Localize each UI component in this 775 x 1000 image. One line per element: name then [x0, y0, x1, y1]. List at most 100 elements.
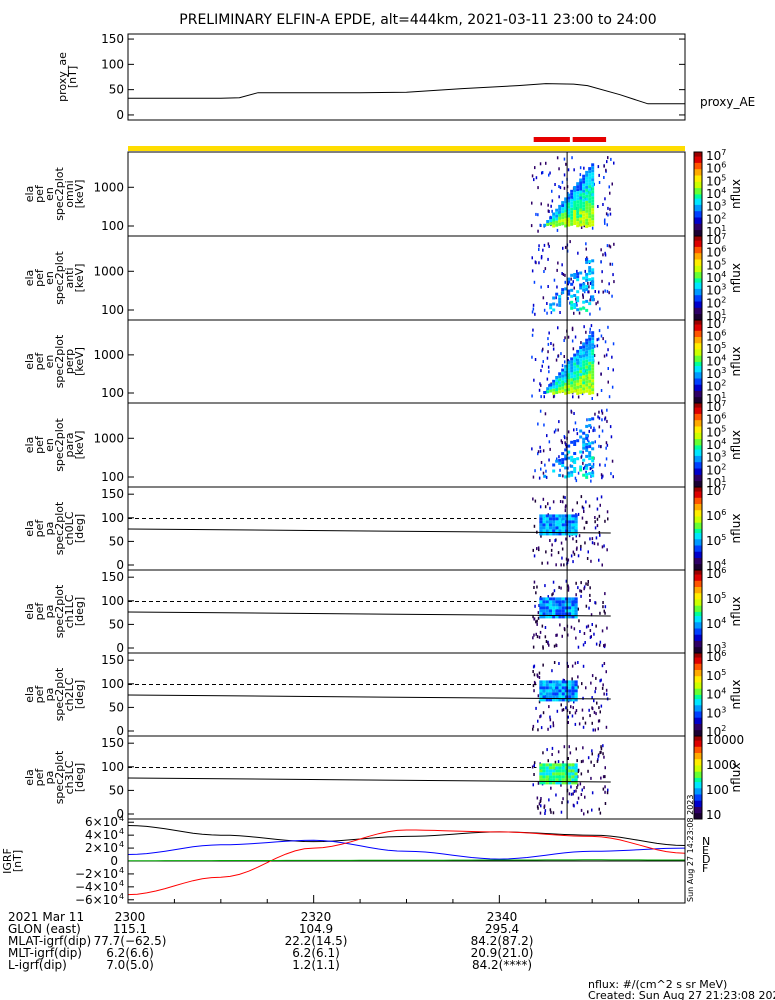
flux-pixel — [601, 686, 604, 690]
flux-pixel — [552, 763, 556, 767]
flux-pixel — [579, 184, 583, 188]
flux-pixel — [557, 261, 559, 265]
flux-pixel — [552, 382, 556, 386]
flux-pixel — [608, 291, 610, 295]
flux-pixel — [575, 428, 578, 431]
flux-pixel — [539, 769, 543, 773]
flux-pixel — [552, 221, 556, 225]
colorbar-segment — [694, 553, 702, 556]
colorbar-segment — [694, 682, 702, 685]
flux-pixel — [553, 589, 556, 593]
flux-pixel — [573, 204, 577, 207]
flux-pixel — [589, 467, 592, 471]
flux-pixel — [591, 674, 594, 678]
flux-pixel — [549, 383, 553, 387]
flux-pixel — [561, 389, 565, 393]
flux-pixel — [555, 529, 559, 533]
flux-pixel — [591, 175, 595, 179]
flux-pixel — [577, 586, 579, 590]
colorbar-tick-exp: 2 — [721, 724, 726, 733]
flux-pixel — [548, 772, 553, 776]
flux-pixel — [533, 761, 536, 765]
flux-pixel — [539, 409, 542, 413]
flux-pixel — [582, 450, 584, 454]
flux-pixel — [581, 516, 584, 520]
flux-pixel — [582, 372, 586, 376]
colorbar-tick-exp: 6 — [721, 245, 726, 254]
spectrogram-panel-4: 1001000elapefenspec2plotpara[keV]1011021… — [23, 399, 743, 490]
flux-pixel — [596, 338, 598, 342]
flux-pixel — [564, 221, 568, 225]
flux-pixel — [583, 587, 585, 591]
flux-pixel — [552, 606, 556, 610]
flux-pixel — [545, 532, 549, 536]
flux-pixel — [532, 636, 534, 640]
flux-pixel — [570, 705, 572, 709]
flux-pixel — [555, 214, 559, 218]
flux-pixel — [555, 428, 557, 432]
colorbar-segment — [694, 536, 702, 540]
flux-pixel — [609, 262, 611, 266]
flux-pixel — [561, 615, 565, 619]
colorbar-segment — [694, 409, 702, 412]
flux-pixel — [549, 386, 553, 390]
colorbar-segment — [694, 646, 702, 650]
flux-pixel — [600, 334, 603, 338]
flux-pixel — [591, 277, 595, 281]
flux-pixel — [572, 560, 574, 564]
flux-pixel — [539, 603, 543, 607]
flux-pixel — [568, 698, 572, 702]
flux-pixel — [577, 675, 579, 679]
flux-pixel — [548, 643, 550, 647]
state-bar — [128, 146, 685, 151]
flux-pixel — [568, 769, 572, 773]
flux-pixel — [533, 280, 536, 284]
flux-pixel — [552, 683, 556, 687]
flux-pixel — [539, 532, 543, 536]
flux-pixel — [595, 536, 598, 540]
ytick-label: 150 — [101, 487, 124, 501]
flux-pixel — [571, 769, 575, 773]
flux-pixel — [558, 695, 562, 699]
science-zone-bar — [572, 137, 607, 142]
colorbar-segment — [694, 584, 702, 587]
flux-pixel — [585, 242, 587, 246]
flux-pixel — [544, 463, 546, 467]
flux-pixel — [570, 294, 574, 298]
flux-pixel — [569, 240, 571, 244]
flux-pixel — [576, 376, 580, 380]
flux-pixel — [582, 381, 586, 385]
flux-pixel — [547, 342, 550, 346]
flux-pixel — [603, 755, 605, 759]
flux-pixel — [576, 501, 578, 505]
flux-pixel — [546, 223, 550, 226]
colorbar-segment — [694, 344, 702, 348]
flux-pixel — [552, 463, 556, 467]
flux-pixel — [550, 810, 552, 814]
flux-pixel — [542, 514, 546, 518]
flux-pixel — [558, 461, 562, 465]
flux-pixel — [552, 215, 556, 219]
flux-pixel — [558, 167, 560, 171]
flux-pixel — [588, 361, 592, 365]
colorbar-segment — [694, 806, 702, 810]
flux-pixel — [576, 221, 580, 225]
flux-pixel — [576, 391, 580, 395]
flux-pixel — [591, 465, 595, 469]
flux-pixel — [561, 529, 565, 533]
flux-pixel — [588, 337, 592, 341]
flux-pixel — [604, 605, 607, 609]
colorbar-segment — [694, 513, 702, 517]
colorbar-segment — [694, 378, 702, 381]
flux-pixel — [611, 355, 613, 359]
colorbar-segment — [694, 719, 702, 722]
flux-pixel — [604, 802, 607, 805]
ylabel-line: [nT] — [11, 850, 24, 872]
flux-pixel — [537, 186, 539, 190]
flux-pixel — [595, 642, 598, 646]
flux-pixel — [548, 705, 550, 709]
colorbar-segment — [694, 638, 702, 641]
flux-pixel — [558, 781, 562, 785]
flux-pixel — [591, 397, 593, 400]
flux-pixel — [573, 201, 577, 204]
